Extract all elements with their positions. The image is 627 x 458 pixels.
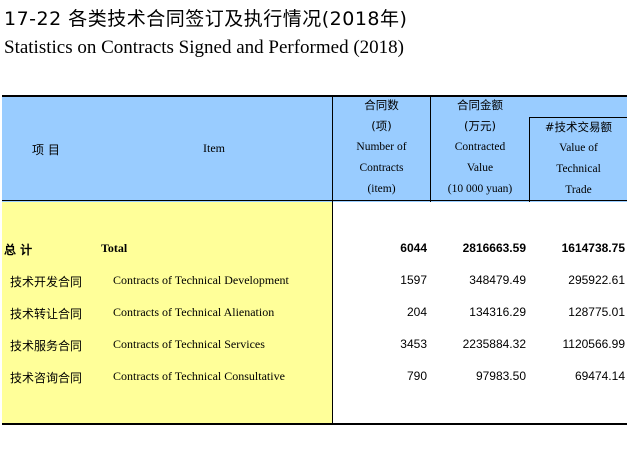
row-consultative-value: 97983.50: [475, 369, 526, 383]
row-alienation-cn: 技术转让合同: [10, 307, 83, 321]
row-development-trade: 295922.61: [568, 273, 625, 287]
row-consultative-cn: 技术咨询合同: [10, 371, 83, 385]
divider-value: [529, 117, 530, 202]
header-contracts-line: (项): [371, 119, 392, 133]
row-total-value: 2816663.59: [462, 241, 526, 255]
header-item-en: Item: [203, 141, 225, 155]
header-contracts: 合同数 (项) Number of Contracts (item): [333, 95, 430, 200]
divider-item: [332, 95, 333, 424]
header-contracts-line: Number of: [356, 141, 407, 153]
divider-trade-top: [529, 117, 627, 118]
page-title-english: Statistics on Contracts Signed and Perfo…: [4, 37, 404, 58]
header-value-line: (万元): [464, 119, 496, 133]
header-rule: [2, 200, 627, 201]
row-consultative-contracts: 790: [406, 369, 427, 383]
row-services-en: Contracts of Technical Services: [113, 337, 265, 351]
header-trade-line: #技术交易额: [544, 120, 613, 134]
header-trade-line: Value of: [559, 142, 598, 154]
row-development-cn: 技术开发合同: [10, 275, 83, 289]
row-total-trade: 1614738.75: [561, 241, 625, 255]
header-contracts-line: 合同数: [364, 98, 399, 112]
header-value-line: (10 000 yuan): [447, 183, 513, 195]
row-development-value: 348479.49: [469, 273, 526, 287]
statistics-table: 项 目 Item 合同数 (项) Number of Contracts (it…: [2, 95, 627, 425]
row-services-contracts: 3453: [400, 337, 427, 351]
header-contracts-line: Contracts: [359, 162, 404, 174]
table-header: [2, 95, 627, 202]
header-contracts-line: (item): [367, 183, 396, 195]
page-title-chinese: 17-22 各类技术合同签订及执行情况(2018年): [4, 8, 408, 30]
header-trade-line: Trade: [565, 184, 592, 196]
header-value-line: Contracted: [454, 141, 506, 153]
row-alienation-trade: 128775.01: [568, 305, 625, 319]
row-services-cn: 技术服务合同: [10, 339, 83, 353]
row-development-contracts: 1597: [400, 273, 427, 287]
row-development-en: Contracts of Technical Development: [113, 273, 289, 287]
row-services-trade: 1120566.99: [562, 337, 625, 351]
bottom-rule: [2, 423, 627, 425]
header-trade-line: Technical: [556, 163, 601, 175]
header-value-line: Value: [466, 162, 494, 174]
header-value-line: 合同金额: [457, 98, 503, 112]
row-total-cn: 总 计: [4, 243, 33, 257]
item-column-background: [2, 202, 332, 424]
divider-contracts: [430, 95, 431, 202]
row-total-contracts: 6044: [400, 241, 427, 255]
row-alienation-contracts: 204: [406, 305, 427, 319]
row-alienation-value: 134316.29: [469, 305, 526, 319]
row-consultative-trade: 69474.14: [574, 369, 625, 383]
row-consultative-en: Contracts of Technical Consultative: [113, 369, 285, 383]
row-alienation-en: Contracts of Technical Alienation: [113, 305, 275, 319]
row-total-en: Total: [101, 241, 128, 255]
row-services-value: 2235884.32: [462, 337, 526, 351]
header-trade: #技术交易额 Value of Technical Trade: [530, 117, 627, 201]
header-value: 合同金额 (万元) Contracted Value (10 000 yuan): [431, 95, 529, 200]
header-item-cn: 项 目: [32, 143, 60, 157]
